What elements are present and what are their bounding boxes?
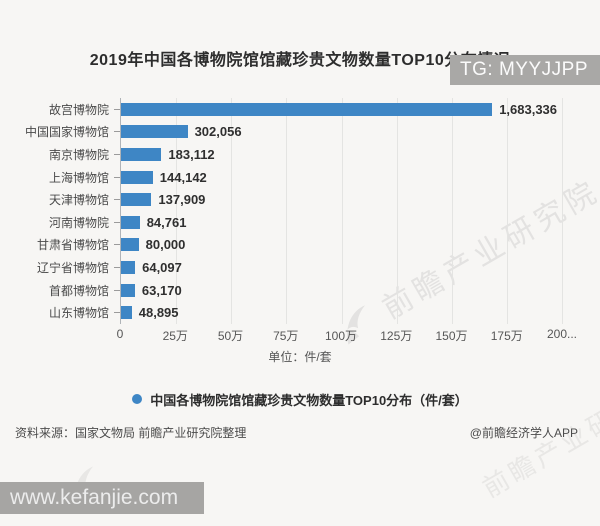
category-label: 河南博物院 [0, 211, 120, 234]
category-label-text: 上海博物馆 [48, 170, 109, 185]
category-tick-icon [114, 108, 120, 110]
category-label: 山东博物馆 [0, 301, 120, 324]
category-label-text: 山东博物馆 [48, 306, 109, 321]
bar-row: 64,097 [121, 256, 562, 279]
x-tick-label: 200... [546, 326, 578, 341]
bar [121, 125, 188, 139]
bar [121, 215, 140, 229]
chart-title: 2019年中国各博物院馆馆藏珍贵文物数量TOP10分布情况 [89, 52, 511, 69]
chart-legend: 中国各博物院馆馆藏珍贵文物数量TOP10分布（件/套） [0, 390, 600, 409]
gridline [396, 98, 398, 324]
x-tick-label: 125万 [380, 328, 413, 343]
x-tick-label: 50万 [217, 328, 244, 343]
bar-chart: 前瞻产业研究院 前瞻产业研究院 故宫博物院 中国国家博物馆 南京博物院 上海博物馆 天津… [0, 98, 600, 506]
category-label-text: 故宫博物院 [48, 102, 109, 117]
category-tick-icon [114, 289, 120, 291]
x-tick-label: 0 [116, 326, 124, 341]
category-label-text: 天津博物馆 [48, 193, 109, 208]
bar-value-label: 137,909 [158, 192, 206, 208]
bar [121, 283, 135, 297]
x-axis: 0 25万 50万 75万 100万 125万 150万 175万 200... [116, 326, 577, 343]
gridline [341, 98, 343, 324]
data-source-text: 资料来源：国家文物局 前瞻产业研究院整理 [15, 425, 247, 440]
bar-row: 302,056 [121, 121, 562, 144]
bar-value-label: 64,097 [142, 259, 182, 275]
category-label: 上海博物馆 [0, 166, 120, 189]
category-axis: 故宫博物院中国国家博物馆南京博物院上海博物馆天津博物馆河南博物院甘肃省博物馆 辽宁… [0, 98, 120, 324]
category-tick-icon [114, 221, 120, 223]
gridline [231, 98, 233, 324]
category-label-text: 中国国家博物馆 [24, 125, 109, 140]
bar-value-label: 183,112 [168, 146, 215, 162]
category-tick-icon [114, 244, 120, 246]
axis-unit-label: 单位：件/套 [268, 349, 332, 364]
bar-row: 1,683,336 [121, 98, 562, 121]
category-label-text: 河南博物院 [48, 215, 109, 230]
bar-row: 80,000 [121, 234, 562, 257]
bar [121, 260, 136, 274]
bar-value-label: 1,683,336 [499, 101, 558, 117]
category-label-text: 辽宁省博物馆 [36, 260, 109, 275]
category-label: 辽宁省博物馆 [0, 256, 120, 279]
bar [121, 170, 153, 184]
bar-value-label: 84,761 [146, 214, 187, 230]
category-label-text: 首都博物馆 [48, 283, 109, 298]
credit-text: @前瞻经济学人APP [469, 425, 578, 440]
bar-value-label: 80,000 [145, 237, 186, 253]
bar-value-label: 144,142 [159, 169, 207, 185]
legend-label: 中国各博物院馆馆藏珍贵文物数量TOP10分布（件/套） [150, 392, 468, 408]
category-tick-icon [114, 199, 120, 201]
bar-value-label: 48,895 [138, 305, 179, 321]
kefanjie-watermark-badge: www.kefanjie.com [0, 482, 205, 514]
category-label: 故宫博物院 [0, 98, 120, 121]
category-tick-icon [114, 176, 120, 178]
bar-row: 63,170 [121, 279, 562, 302]
x-tick-label: 100万 [324, 328, 358, 343]
plot-area: 1,683,336 302,056 183,112 144,142 137,909 84,… [120, 98, 563, 324]
tg-watermark-badge: TG: MYYJJPP [450, 55, 600, 85]
bar-row: 48,895 [121, 301, 562, 324]
category-label: 天津博物馆 [0, 188, 120, 211]
category-label: 南京博物院 [0, 143, 120, 166]
bar [121, 193, 152, 207]
footer: 资料来源：国家文物局 前瞻产业研究院整理 @前瞻经济学人APP [0, 424, 600, 441]
category-label: 中国国家博物馆 [0, 121, 120, 144]
bar-value-label: 302,056 [194, 124, 242, 140]
legend-marker-icon [132, 394, 143, 405]
x-tick-label: 150万 [435, 328, 468, 343]
bar-value-label: 63,170 [141, 282, 182, 298]
bar-row: 183,112 [121, 143, 562, 166]
category-label-text: 甘肃省博物馆 [36, 238, 109, 253]
x-tick-label: 25万 [162, 328, 188, 343]
gridline [506, 98, 508, 324]
bar-row: 144,142 [121, 166, 562, 189]
bar [121, 147, 162, 161]
category-label: 首都博物馆 [0, 279, 120, 302]
bar-rows: 1,683,336 302,056 183,112 144,142 137,909 84,… [121, 98, 562, 324]
x-tick-label: 175万 [490, 328, 523, 343]
category-label: 甘肃省博物馆 [0, 234, 120, 257]
gridline [451, 98, 453, 324]
gridline [286, 98, 288, 324]
bar [121, 102, 493, 116]
category-label-text: 南京博物院 [48, 147, 109, 162]
gridline [176, 98, 178, 324]
category-tick-icon [114, 131, 120, 133]
x-tick-label: 75万 [273, 328, 299, 343]
category-tick-icon [114, 312, 120, 314]
category-tick-icon [114, 266, 120, 268]
gridline [562, 98, 563, 324]
bar-row: 84,761 [121, 211, 562, 234]
bar-row: 137,909 [121, 188, 562, 211]
category-tick-icon [114, 153, 120, 155]
bar [121, 306, 132, 320]
bar [121, 238, 139, 252]
